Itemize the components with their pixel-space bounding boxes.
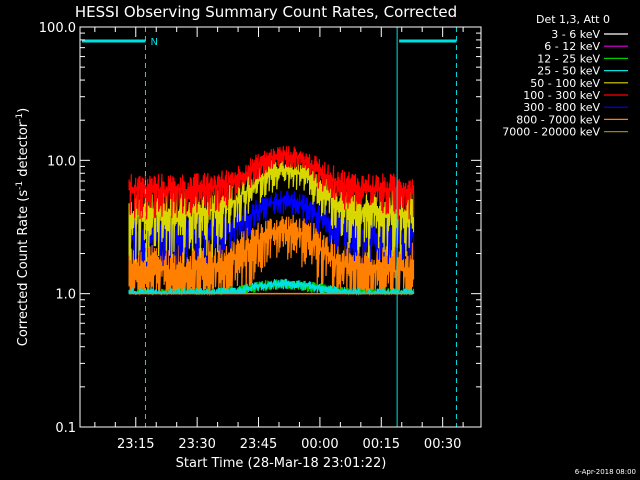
x-axis-label: Start Time (28-Mar-18 23:01:22) bbox=[176, 456, 387, 471]
data-layer bbox=[128, 145, 415, 296]
y-tick-label: 10.0 bbox=[47, 154, 76, 169]
x-tick-label: 23:45 bbox=[240, 437, 277, 452]
legend-header: Det 1,3, Att 0 bbox=[536, 13, 610, 26]
legend-label: 12 - 25 keV bbox=[537, 52, 600, 65]
y-tick-label: 0.1 bbox=[55, 421, 76, 436]
legend-label: 800 - 7000 keV bbox=[516, 113, 600, 126]
legend-label: 6 - 12 keV bbox=[544, 40, 600, 53]
legend-label: 25 - 50 keV bbox=[537, 65, 600, 78]
date-stamp: 6-Apr-2018 08:00 bbox=[575, 468, 636, 476]
plot-frame bbox=[79, 26, 482, 428]
legend-label: 7000 - 20000 keV bbox=[502, 126, 600, 139]
x-tick-label: 00:00 bbox=[301, 437, 338, 452]
x-tick-label: 00:15 bbox=[363, 437, 400, 452]
x-tick-label: 23:15 bbox=[117, 437, 154, 452]
y-tick-label: 100.0 bbox=[39, 21, 76, 36]
chart-title: HESSI Observing Summary Count Rates, Cor… bbox=[75, 3, 457, 21]
legend-label: 100 - 300 keV bbox=[523, 89, 600, 102]
y-tick-label: 1.0 bbox=[55, 288, 76, 303]
x-axis: 23:15 23:30 23:45 00:00 00:15 00:30 bbox=[94, 27, 464, 452]
legend-label: 3 - 6 keV bbox=[551, 28, 600, 41]
y-axis: 0.1 1.0 10.0 100.0 bbox=[39, 21, 481, 436]
y-axis-label: Corrected Count Rate (s-1 detector-1) bbox=[15, 108, 31, 346]
series-line bbox=[128, 145, 415, 220]
legend-label: 300 - 800 keV bbox=[523, 101, 600, 114]
night-marker-label: N bbox=[150, 37, 157, 48]
series-line bbox=[128, 158, 415, 264]
x-tick-label: 00:30 bbox=[424, 437, 461, 452]
legend-label: 50 - 100 keV bbox=[530, 77, 600, 90]
x-tick-label: 23:30 bbox=[178, 437, 215, 452]
